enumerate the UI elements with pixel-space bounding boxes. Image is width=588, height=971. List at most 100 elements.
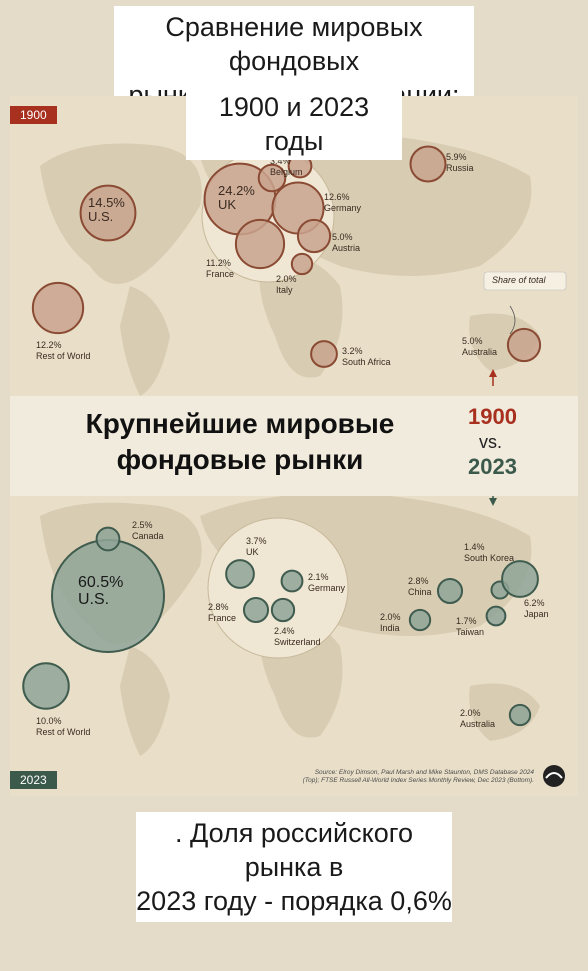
- market-pct: 6.2%: [524, 598, 545, 608]
- market-name: Australia: [460, 719, 496, 729]
- source-line: (Top); FTSE Russell All-World Index Seri…: [302, 777, 534, 784]
- market-name: France: [206, 269, 235, 279]
- market-label: 3.4% Belgium: [270, 156, 303, 178]
- arrow-down-head: [489, 498, 497, 506]
- bubbles-2023: [22, 526, 539, 727]
- year-tag-2023: 2023: [10, 771, 57, 789]
- market-name: Taiwan: [456, 627, 485, 637]
- market-label: 14.5% U.S.: [88, 196, 125, 224]
- top-caption-years: 1900 и 2023 годы: [186, 88, 402, 160]
- bubble-italy: [290, 252, 314, 276]
- bottom-caption-line: . Доля российского рынка в: [175, 818, 413, 882]
- bubble-canada: [95, 526, 121, 552]
- market-pct: 5.9%: [446, 152, 467, 162]
- market-name: Italy: [276, 285, 293, 295]
- market-name: France: [208, 613, 237, 623]
- market-pct: 2.0%: [380, 612, 401, 622]
- headline-line: фондовые рынки: [116, 444, 364, 475]
- market-name: Rest of World: [36, 351, 91, 361]
- bubble-south-africa: [310, 340, 338, 368]
- share-pointer: [509, 305, 516, 335]
- bubble-australia: [506, 327, 542, 363]
- market-label: 2.0% Australia: [460, 708, 495, 730]
- market-name: U.S.: [88, 209, 114, 224]
- market-pct: 3.2%: [342, 346, 363, 356]
- market-label: 2.8% China: [408, 576, 432, 598]
- headline-band: Крупнейшие мировые фондовые рынки 1900 v…: [10, 396, 578, 496]
- market-label: 2.1% Germany: [308, 572, 345, 594]
- bubble-china: [436, 577, 464, 605]
- market-pct: 2.1%: [308, 572, 329, 582]
- top-caption-line: 1900 и 2023 годы: [218, 92, 370, 156]
- market-label: 2.0% India: [380, 612, 401, 634]
- market-pct: 2.8%: [408, 576, 429, 586]
- market-pct: 2.5%: [132, 520, 153, 530]
- bubble-india: [408, 608, 432, 632]
- market-label: 24.2% UK: [218, 184, 255, 212]
- market-name: South Africa: [342, 357, 391, 367]
- market-name: Japan: [524, 609, 549, 619]
- market-label: 60.5% U.S.: [78, 574, 123, 608]
- market-pct: 10.0%: [36, 716, 62, 726]
- market-pct: 1.7%: [456, 616, 477, 626]
- top-caption-line: Сравнение мировых фондовых: [165, 12, 423, 76]
- bubble-uk: [225, 559, 255, 589]
- market-pct: 1.4%: [464, 542, 485, 552]
- comparison-vs: vs.: [479, 432, 503, 452]
- headline-title: Крупнейшие мировые фондовые рынки: [50, 406, 430, 478]
- year-tag-1900: 1900: [10, 106, 57, 124]
- market-pct: 2.4%: [274, 626, 295, 636]
- market-pct: 2.8%: [208, 602, 229, 612]
- market-pct: 11.2%: [206, 258, 231, 268]
- market-pct: 12.6%: [324, 192, 350, 202]
- market-name: Canada: [132, 531, 164, 541]
- market-name: Rest of World: [36, 727, 91, 737]
- market-name: UK: [218, 197, 237, 212]
- source-note: Source: Elroy Dimson, Paul Marsh and Mik…: [242, 769, 534, 785]
- bubble-rest-of-world: [22, 662, 70, 710]
- market-pct: 2.0%: [276, 274, 297, 284]
- market-label: 2.5% Canada: [132, 520, 164, 542]
- market-pct: 60.5%: [78, 574, 124, 591]
- market-name: Switzerland: [274, 637, 321, 647]
- market-label: 2.4% Switzerland: [274, 626, 321, 648]
- market-name: Australia: [462, 347, 498, 357]
- bubble-russia: [409, 145, 447, 183]
- bubbles-1900: [31, 145, 542, 368]
- arrow-up-head: [489, 369, 497, 377]
- bubble-austria: [296, 218, 332, 254]
- headline-line: Крупнейшие мировые: [85, 408, 395, 439]
- market-label: 2.0% Italy: [276, 274, 297, 296]
- europe-zoom-2023: [207, 517, 349, 659]
- market-label: 12.2% Rest of World: [36, 340, 90, 362]
- market-label: 3.7% UK: [246, 536, 267, 558]
- bottom-caption: . Доля российского рынка в 2023 году - п…: [136, 812, 452, 922]
- bubble-belgium: [257, 163, 287, 193]
- comparison-year-1900: 1900: [468, 404, 517, 429]
- market-name: Belgium: [270, 167, 303, 177]
- bubble-rest-of-world: [31, 281, 85, 335]
- market-pct: 24.2%: [218, 183, 255, 198]
- market-name: Germany: [324, 203, 362, 213]
- market-name: China: [408, 587, 432, 597]
- market-pct: 3.4%: [270, 156, 291, 166]
- market-name: Russia: [446, 163, 474, 173]
- market-label: 1.4% South Korea: [464, 542, 514, 564]
- market-label: 5.0% Australia: [462, 336, 497, 358]
- market-name: Germany: [308, 583, 346, 593]
- market-pct: 5.0%: [332, 232, 353, 242]
- market-pct: 12.2%: [36, 340, 62, 350]
- market-name: UK: [246, 547, 259, 557]
- market-pct: 2.0%: [460, 708, 481, 718]
- market-label: 5.9% Russia: [446, 152, 474, 174]
- infographic: 14.5%U.S.24.2%UK2.5%Netherlands3.4%Belgi…: [10, 96, 578, 796]
- bubble-france: [234, 218, 286, 270]
- source-line: Source: Elroy Dimson, Paul Marsh and Mik…: [314, 769, 534, 776]
- share-label: Share of total: [492, 275, 546, 285]
- share-label-box: [483, 271, 567, 291]
- market-label: 5.0% Austria: [332, 232, 360, 254]
- market-label: 12.6% Germany: [324, 192, 361, 214]
- market-label: 10.0% Rest of World: [36, 716, 90, 738]
- world-maps: [22, 133, 567, 756]
- market-name: Austria: [332, 243, 361, 253]
